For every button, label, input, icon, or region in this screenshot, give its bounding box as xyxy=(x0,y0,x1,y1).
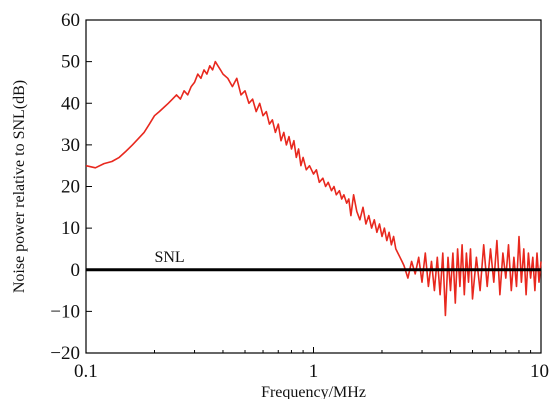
y-tick-label: −10 xyxy=(50,301,80,322)
plot-frame xyxy=(85,19,542,354)
y-tick-label: 60 xyxy=(61,10,80,31)
x-tick-label: 0.1 xyxy=(74,361,98,382)
x-axis-title: Frequency/MHz xyxy=(261,384,366,399)
y-axis-ticks: −20 −10 0 10 20 30 40 50 60 xyxy=(50,10,92,364)
y-tick-label: −20 xyxy=(50,343,80,364)
x-tick-label: 1 xyxy=(309,361,319,382)
y-tick-label: 40 xyxy=(61,93,80,114)
y-tick-label: 20 xyxy=(61,177,80,198)
x-axis-ticks: 0.1 1 10 xyxy=(74,347,549,382)
noise-series-line xyxy=(85,60,542,317)
series-group xyxy=(85,60,542,317)
y-axis-title: Noise power relative to SNL(dB) xyxy=(11,80,28,293)
y-tick-label: 50 xyxy=(61,52,80,73)
x-tick-label: 10 xyxy=(530,361,549,382)
y-tick-label: 10 xyxy=(61,218,80,239)
y-tick-label: 30 xyxy=(61,135,80,156)
snl-annotation: SNL xyxy=(154,249,184,266)
y-tick-label: 0 xyxy=(71,260,81,281)
